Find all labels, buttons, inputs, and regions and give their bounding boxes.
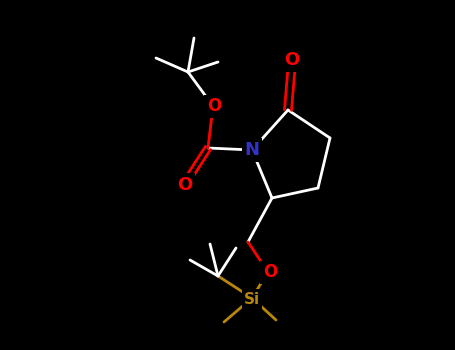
Text: O: O: [284, 51, 300, 69]
Text: N: N: [244, 141, 259, 159]
Text: O: O: [207, 97, 221, 115]
Text: O: O: [263, 263, 277, 281]
Text: Si: Si: [244, 292, 260, 307]
Text: O: O: [177, 176, 192, 194]
